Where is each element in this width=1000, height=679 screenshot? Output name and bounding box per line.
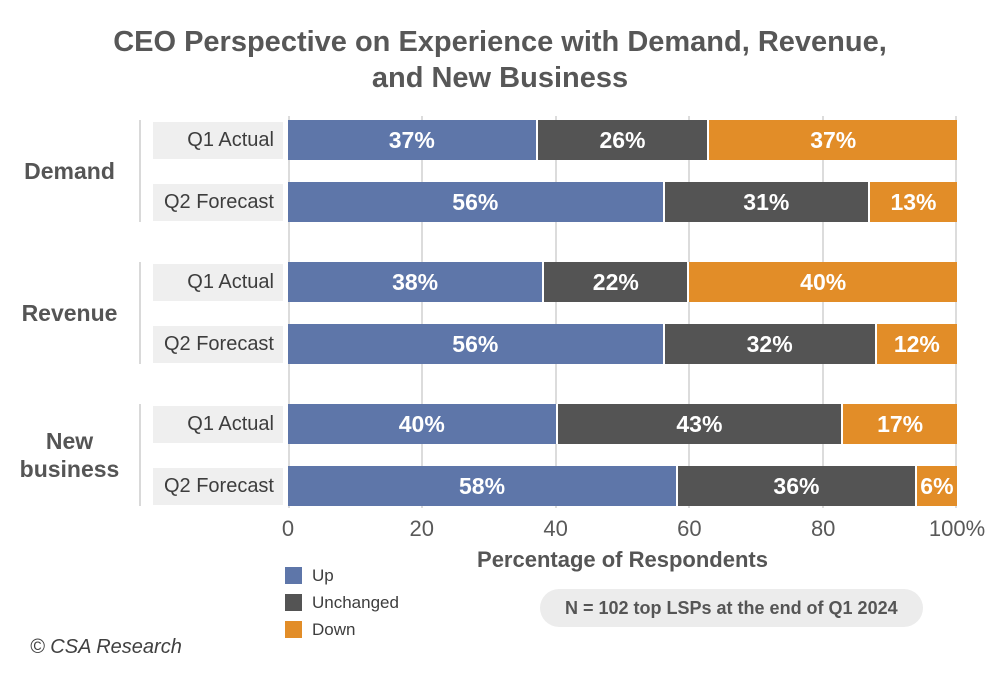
x-tick: 40 bbox=[543, 516, 568, 541]
bar-segment-unchanged: 26% bbox=[535, 120, 710, 160]
group-label: Demand bbox=[24, 158, 115, 184]
bar-segment-down: 17% bbox=[843, 404, 957, 444]
legend-item-unchanged: Unchanged bbox=[285, 589, 399, 616]
row-label: Q1 Actual bbox=[153, 121, 283, 159]
bar-segment-down: 37% bbox=[709, 120, 957, 160]
chart: Demand Q1 Actual 37% 26% 37% Q2 Forecast 56% 31… bbox=[0, 116, 1000, 508]
group-rows: Q1 Actual 40% 43% 17% Q2 Forecast 58% 36% 6% bbox=[139, 404, 957, 506]
bar-segment-up: 56% bbox=[288, 182, 663, 222]
bar-segment-up: 56% bbox=[288, 324, 663, 364]
x-axis-label: Percentage of Respondents bbox=[477, 547, 768, 572]
bar-segment-up: 37% bbox=[288, 120, 536, 160]
bar-row-revenue-q1-actual: Q1 Actual 38% 22% 40% bbox=[141, 262, 957, 302]
x-tick: 60 bbox=[677, 516, 702, 541]
legend-label: Unchanged bbox=[312, 592, 399, 612]
bar-row-new-business-q2-forecast: Q2 Forecast 58% 36% 6% bbox=[141, 466, 957, 506]
legend-swatch-up bbox=[285, 567, 302, 584]
bar-row-revenue-q2-forecast: Q2 Forecast 56% 32% 12% bbox=[141, 324, 957, 364]
bar-segment-down: 40% bbox=[689, 262, 957, 302]
group-label: New business bbox=[19, 428, 120, 482]
group-label: Revenue bbox=[21, 300, 118, 326]
bar-segment-unchanged: 31% bbox=[662, 182, 870, 222]
x-axis: 0 20 40 60 80 100% bbox=[282, 516, 985, 542]
legend-label: Up bbox=[312, 565, 334, 585]
row-label: Q1 Actual bbox=[153, 263, 283, 301]
x-tick: 100% bbox=[928, 516, 986, 541]
bar-segment-unchanged: 22% bbox=[542, 262, 690, 302]
stacked-bar: 56% 32% 12% bbox=[288, 324, 957, 364]
chart-group-new-business: New business Q1 Actual 40% 43% 17% Q2 Forecas… bbox=[0, 404, 1000, 506]
chart-title: CEO Perspective on Experience with Deman… bbox=[0, 24, 1000, 96]
bar-segment-up: 58% bbox=[288, 466, 677, 506]
x-tick: 0 bbox=[281, 516, 295, 541]
x-tick: 80 bbox=[810, 516, 836, 541]
bar-segment-up: 38% bbox=[288, 262, 543, 302]
stacked-bar: 40% 43% 17% bbox=[288, 404, 957, 444]
bar-segment-up: 40% bbox=[288, 404, 556, 444]
row-label: Q1 Actual bbox=[153, 405, 283, 443]
bar-segment-down: 13% bbox=[870, 182, 957, 222]
bar-segment-unchanged: 36% bbox=[676, 466, 917, 506]
bar-segment-down: 12% bbox=[876, 324, 957, 364]
bar-row-demand-q1-actual: Q1 Actual 37% 26% 37% bbox=[141, 120, 957, 160]
row-label: Q2 Forecast bbox=[153, 325, 283, 363]
stacked-bar: 37% 26% 37% bbox=[288, 120, 957, 160]
legend-item-down: Down bbox=[285, 616, 399, 643]
chart-group-revenue: Revenue Q1 Actual 38% 22% 40% Q2 Forecast 56% 3… bbox=[0, 262, 1000, 364]
legend-swatch-down bbox=[285, 621, 302, 638]
sample-size-note: N = 102 top LSPs at the end of Q1 2024 bbox=[540, 589, 923, 627]
row-label: Q2 Forecast bbox=[153, 467, 283, 505]
stacked-bar: 58% 36% 6% bbox=[288, 466, 957, 506]
bar-segment-down: 6% bbox=[916, 466, 957, 506]
legend-label: Down bbox=[312, 619, 356, 639]
group-rows: Q1 Actual 37% 26% 37% Q2 Forecast 56% 31% 13% bbox=[139, 120, 957, 222]
chart-group-demand: Demand Q1 Actual 37% 26% 37% Q2 Forecast 56% 31… bbox=[0, 120, 1000, 222]
group-rows: Q1 Actual 38% 22% 40% Q2 Forecast 56% 32% 12% bbox=[139, 262, 957, 364]
stacked-bar: 56% 31% 13% bbox=[288, 182, 957, 222]
bar-segment-unchanged: 43% bbox=[555, 404, 844, 444]
bar-segment-unchanged: 32% bbox=[662, 324, 877, 364]
x-tick: 20 bbox=[409, 516, 435, 541]
legend: Up Unchanged Down bbox=[285, 562, 399, 643]
copyright-footer: © CSA Research bbox=[30, 636, 182, 658]
bar-row-demand-q2-forecast: Q2 Forecast 56% 31% 13% bbox=[141, 182, 957, 222]
row-label: Q2 Forecast bbox=[153, 183, 283, 221]
legend-item-up: Up bbox=[285, 562, 399, 589]
chart-title-line1: CEO Perspective on Experience with Deman… bbox=[113, 26, 887, 58]
stacked-bar: 38% 22% 40% bbox=[288, 262, 957, 302]
bar-row-new-business-q1-actual: Q1 Actual 40% 43% 17% bbox=[141, 404, 957, 444]
chart-title-line2: and New Business bbox=[371, 62, 629, 94]
legend-swatch-unchanged bbox=[285, 594, 302, 611]
